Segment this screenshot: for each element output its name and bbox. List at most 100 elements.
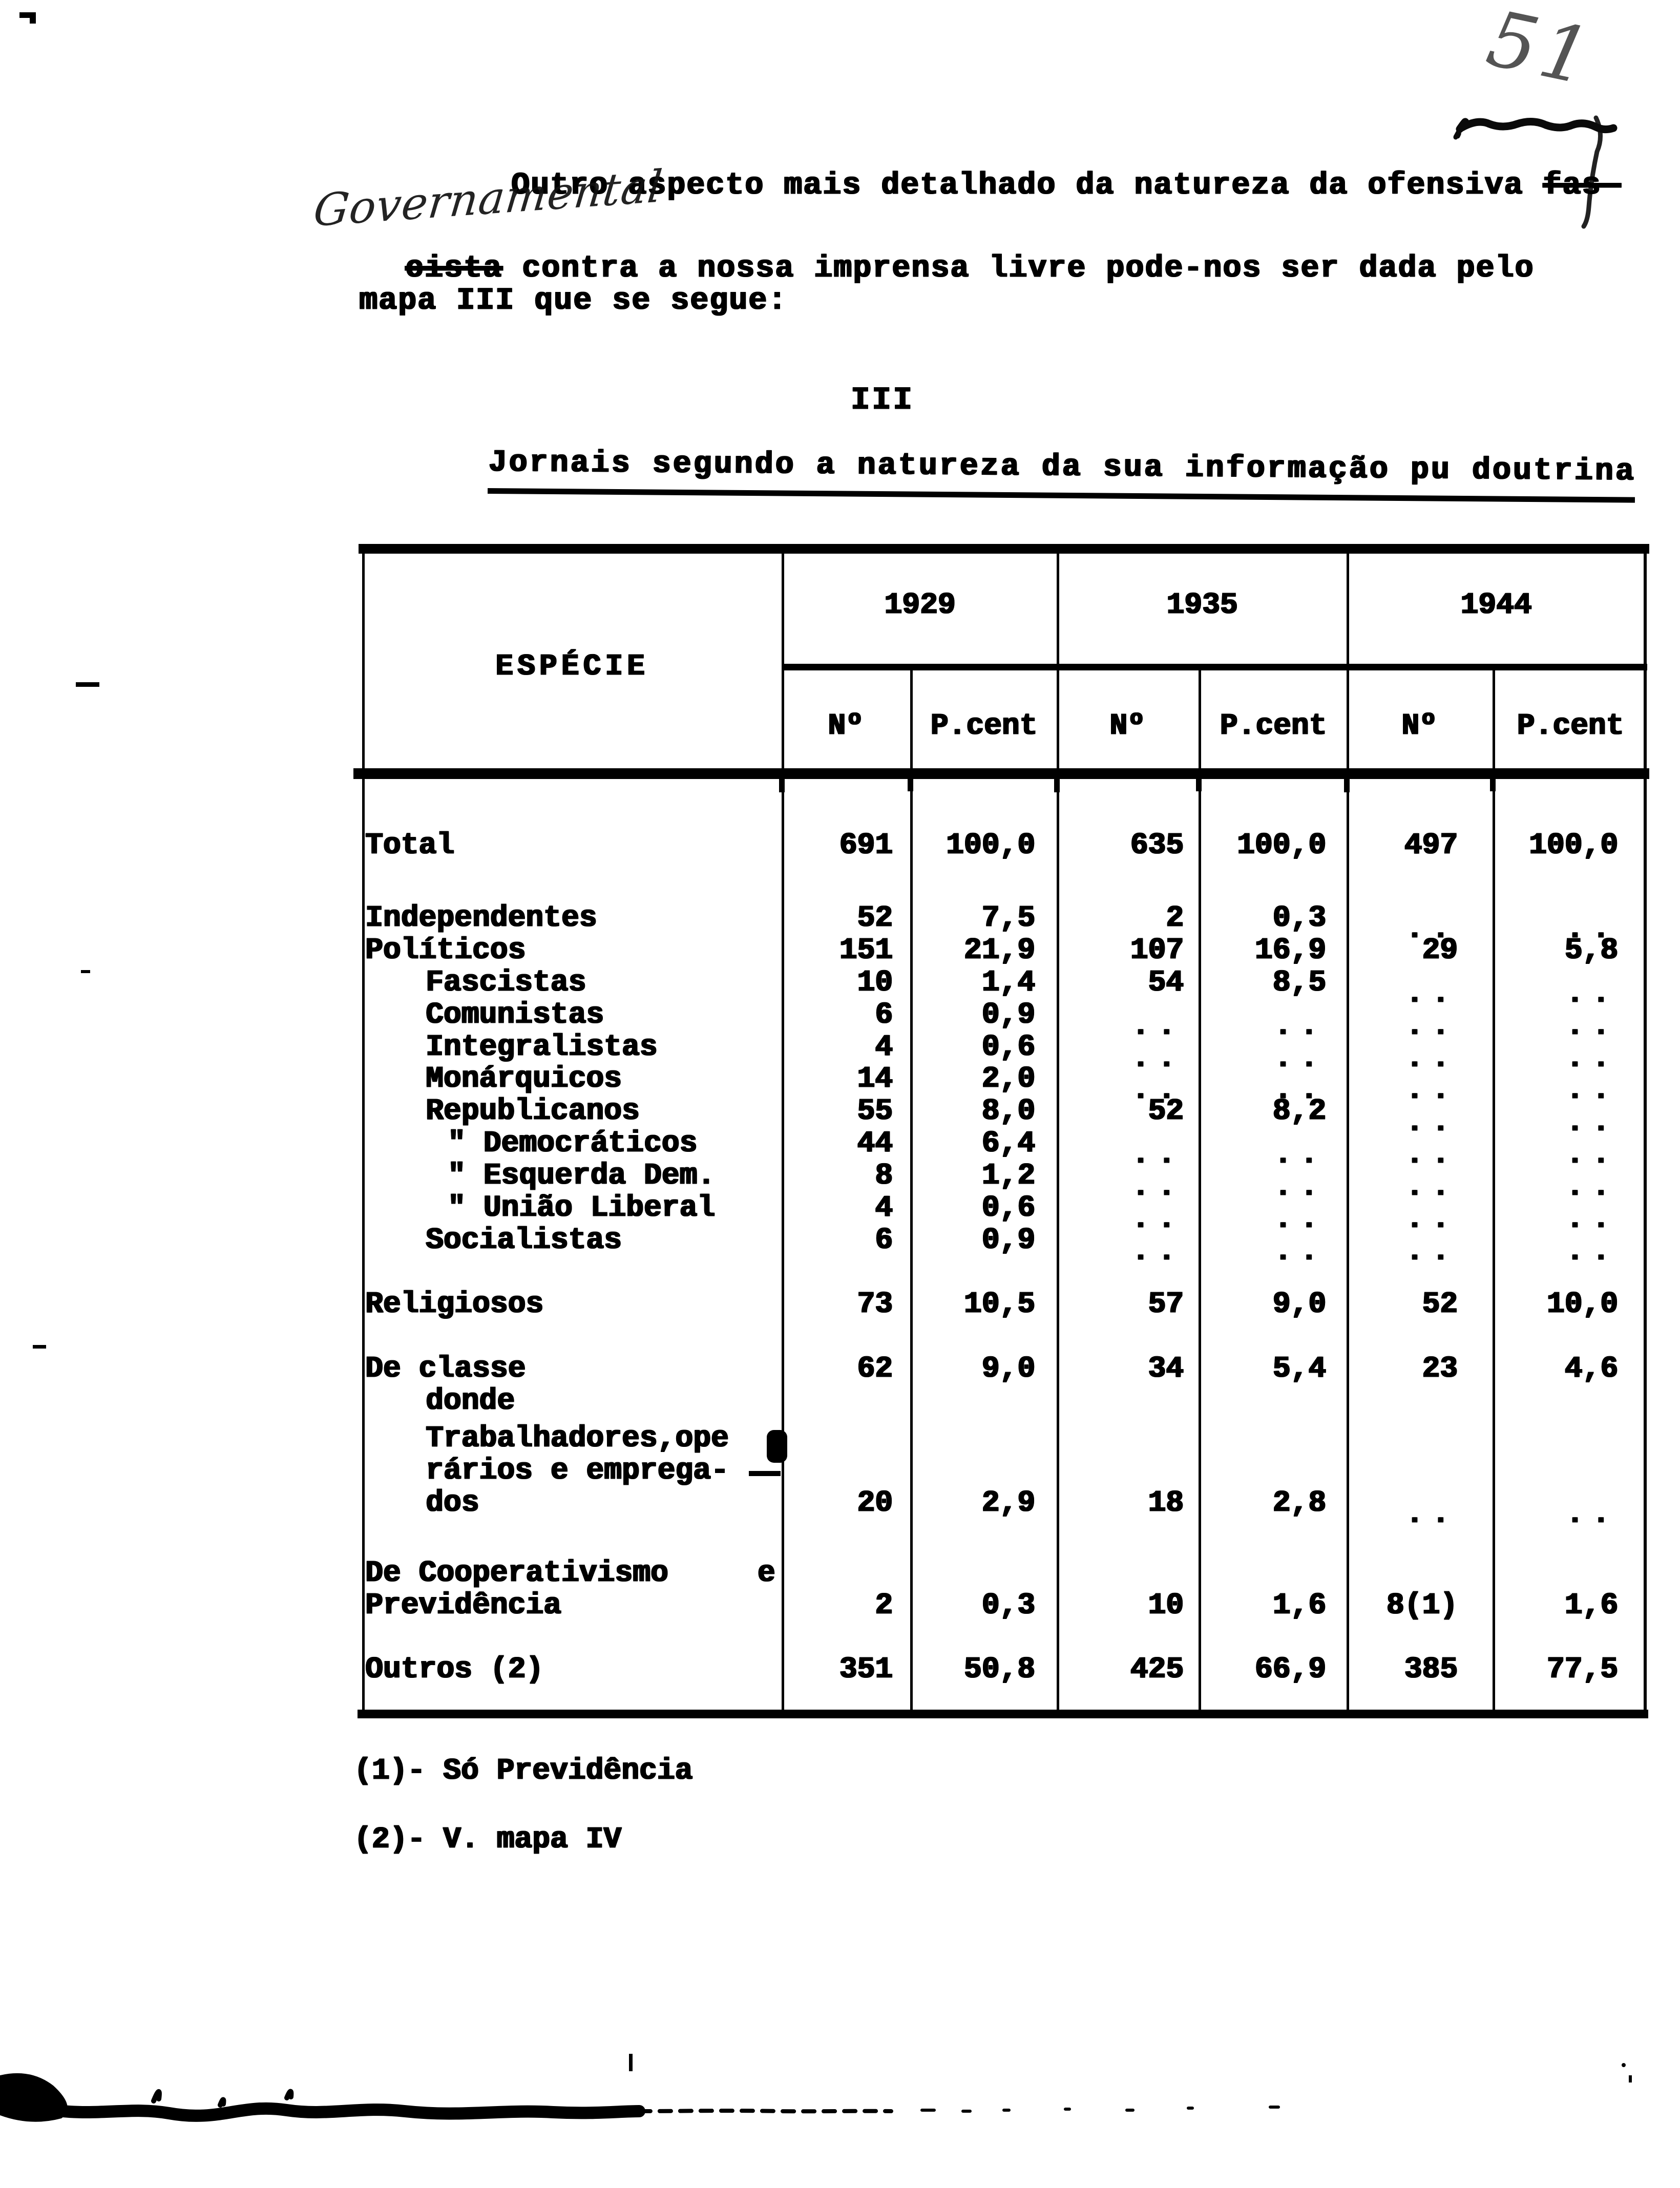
year-header-1935: 1935 — [1166, 588, 1237, 622]
table-cell: .. — [1565, 913, 1618, 946]
table-cell: 6 — [874, 998, 892, 1032]
paragraph-line-3: mapa III que se segue: — [359, 283, 787, 318]
table-cell: 29 — [1421, 934, 1457, 967]
table-cell: 18 — [1147, 1486, 1183, 1520]
table-cell: .. — [1131, 1042, 1183, 1075]
ink-drip — [1196, 779, 1202, 791]
table-cell: 100,0 — [1528, 829, 1618, 862]
row-label: Republicanos — [425, 1095, 639, 1128]
row-label: De classe — [365, 1352, 526, 1385]
table-bottom-rule — [358, 1710, 1648, 1718]
overstruck-glyph — [767, 1430, 787, 1463]
paragraph-line-1-text: Outro aspecto mais detalhado da natureza… — [511, 168, 1543, 203]
table-cell: 0,3 — [1272, 901, 1326, 935]
table-cell: 9,0 — [1272, 1288, 1326, 1321]
table-cell: 100,0 — [1236, 829, 1326, 862]
row-label: Integralistas — [425, 1030, 657, 1064]
table-cell: 0,9 — [981, 998, 1035, 1032]
table-cell: .. — [1131, 1203, 1183, 1236]
corner-ink-mark-tail — [30, 12, 36, 24]
table-cell: .. — [1131, 1170, 1183, 1204]
table-cell: 52 — [856, 901, 892, 935]
table-cell: 1,4 — [981, 966, 1035, 999]
table-cell: .. — [1131, 1235, 1183, 1268]
table-cell: 8(1) — [1385, 1589, 1457, 1622]
table-cell: 57 — [1147, 1288, 1183, 1321]
table-cell: 5,8 — [1564, 934, 1618, 967]
table-cell: .. — [1405, 1042, 1457, 1075]
corner-ink-mark — [19, 12, 36, 18]
row-label: Religiosos — [365, 1288, 543, 1321]
ink-drip — [1344, 779, 1350, 792]
table-cell: .. — [1273, 1009, 1326, 1043]
table-cell: .. — [1565, 977, 1618, 1011]
table-cell: 351 — [838, 1653, 892, 1686]
table-cell: 34 — [1147, 1352, 1183, 1385]
table-cell: 0,9 — [981, 1224, 1035, 1257]
table-cell: .. — [1273, 1042, 1326, 1075]
table-cell: .. — [1565, 1042, 1618, 1075]
table-cell: 73 — [856, 1288, 892, 1321]
row-label: Outros (2) — [365, 1653, 543, 1686]
table-cell: 0,6 — [981, 1191, 1035, 1225]
table-cell: 10 — [1147, 1589, 1183, 1622]
ink-drip — [779, 779, 785, 792]
subheader-n: Nº — [1109, 709, 1145, 743]
subheader-pcent: P.cent — [1516, 709, 1624, 743]
table-title: Jornais segundo a natureza da sua inform… — [488, 445, 1635, 503]
table-cell: 1,2 — [981, 1159, 1035, 1192]
row-label: " União Liberal — [447, 1191, 715, 1225]
table-cell: 1,6 — [1272, 1589, 1326, 1622]
table-cell: 23 — [1421, 1352, 1457, 1385]
col-line — [910, 666, 913, 1717]
edge-speck — [1622, 2063, 1626, 2067]
table-cell: 6 — [874, 1224, 892, 1257]
table-cell: 8,2 — [1272, 1095, 1326, 1128]
subheader-n: Nº — [827, 709, 863, 743]
ink-drip — [908, 779, 913, 791]
table-cell: .. — [1405, 1170, 1457, 1204]
row-label: donde — [425, 1384, 515, 1418]
subheader-pcent: P.cent — [1219, 709, 1327, 743]
col-line — [782, 548, 784, 1717]
table-cell: 4 — [874, 1191, 892, 1225]
ink-drip — [1054, 779, 1060, 792]
margin-dash — [33, 1345, 46, 1349]
year-header-1944: 1944 — [1460, 588, 1531, 622]
row-label: Políticos — [365, 934, 526, 967]
table-cell: 14 — [856, 1062, 892, 1096]
table-cell: .. — [1405, 1235, 1457, 1268]
row-label: De Cooperativismo e — [365, 1556, 775, 1590]
table-cell: 8 — [874, 1159, 892, 1192]
table-cell: 5,4 — [1272, 1352, 1326, 1385]
table-cell: 385 — [1403, 1653, 1457, 1686]
table-cell: .. — [1273, 1235, 1326, 1268]
footnote-1: (1)- Só Previdência — [353, 1754, 692, 1787]
table-cell: .. — [1405, 1203, 1457, 1236]
table-year-rule — [782, 664, 1647, 670]
margin-dash — [76, 682, 99, 687]
table-cell: .. — [1273, 1203, 1326, 1236]
table-cell: 44 — [856, 1127, 892, 1160]
struck-word-fas: fas- — [1542, 168, 1621, 203]
table-cell: 2,9 — [981, 1486, 1035, 1520]
table-cell: 4 — [874, 1030, 892, 1064]
row-label: Previdência — [365, 1589, 561, 1622]
table-cell: .. — [1273, 1170, 1326, 1204]
table-cell: 2 — [1165, 901, 1183, 935]
table-cell: .. — [1131, 1009, 1183, 1043]
table-cell: 100,0 — [945, 829, 1035, 862]
table-cell: .. — [1565, 1074, 1618, 1107]
table-cell: 0,3 — [981, 1589, 1035, 1622]
row-label: Comunistas — [425, 998, 604, 1032]
table-cell: 10 — [856, 966, 892, 999]
table-cell: 50,8 — [963, 1653, 1035, 1686]
table-cell: 1,6 — [1564, 1589, 1618, 1622]
col-line — [1057, 548, 1059, 1717]
edge-speck — [1629, 2075, 1632, 2082]
table-cell: .. — [1405, 1498, 1457, 1531]
table-cell: 691 — [838, 829, 892, 862]
subheader-pcent: P.cent — [930, 709, 1037, 743]
table-cell: 16,9 — [1254, 934, 1326, 967]
paragraph-line-1: Outro aspecto mais detalhado da natureza… — [433, 137, 1620, 234]
